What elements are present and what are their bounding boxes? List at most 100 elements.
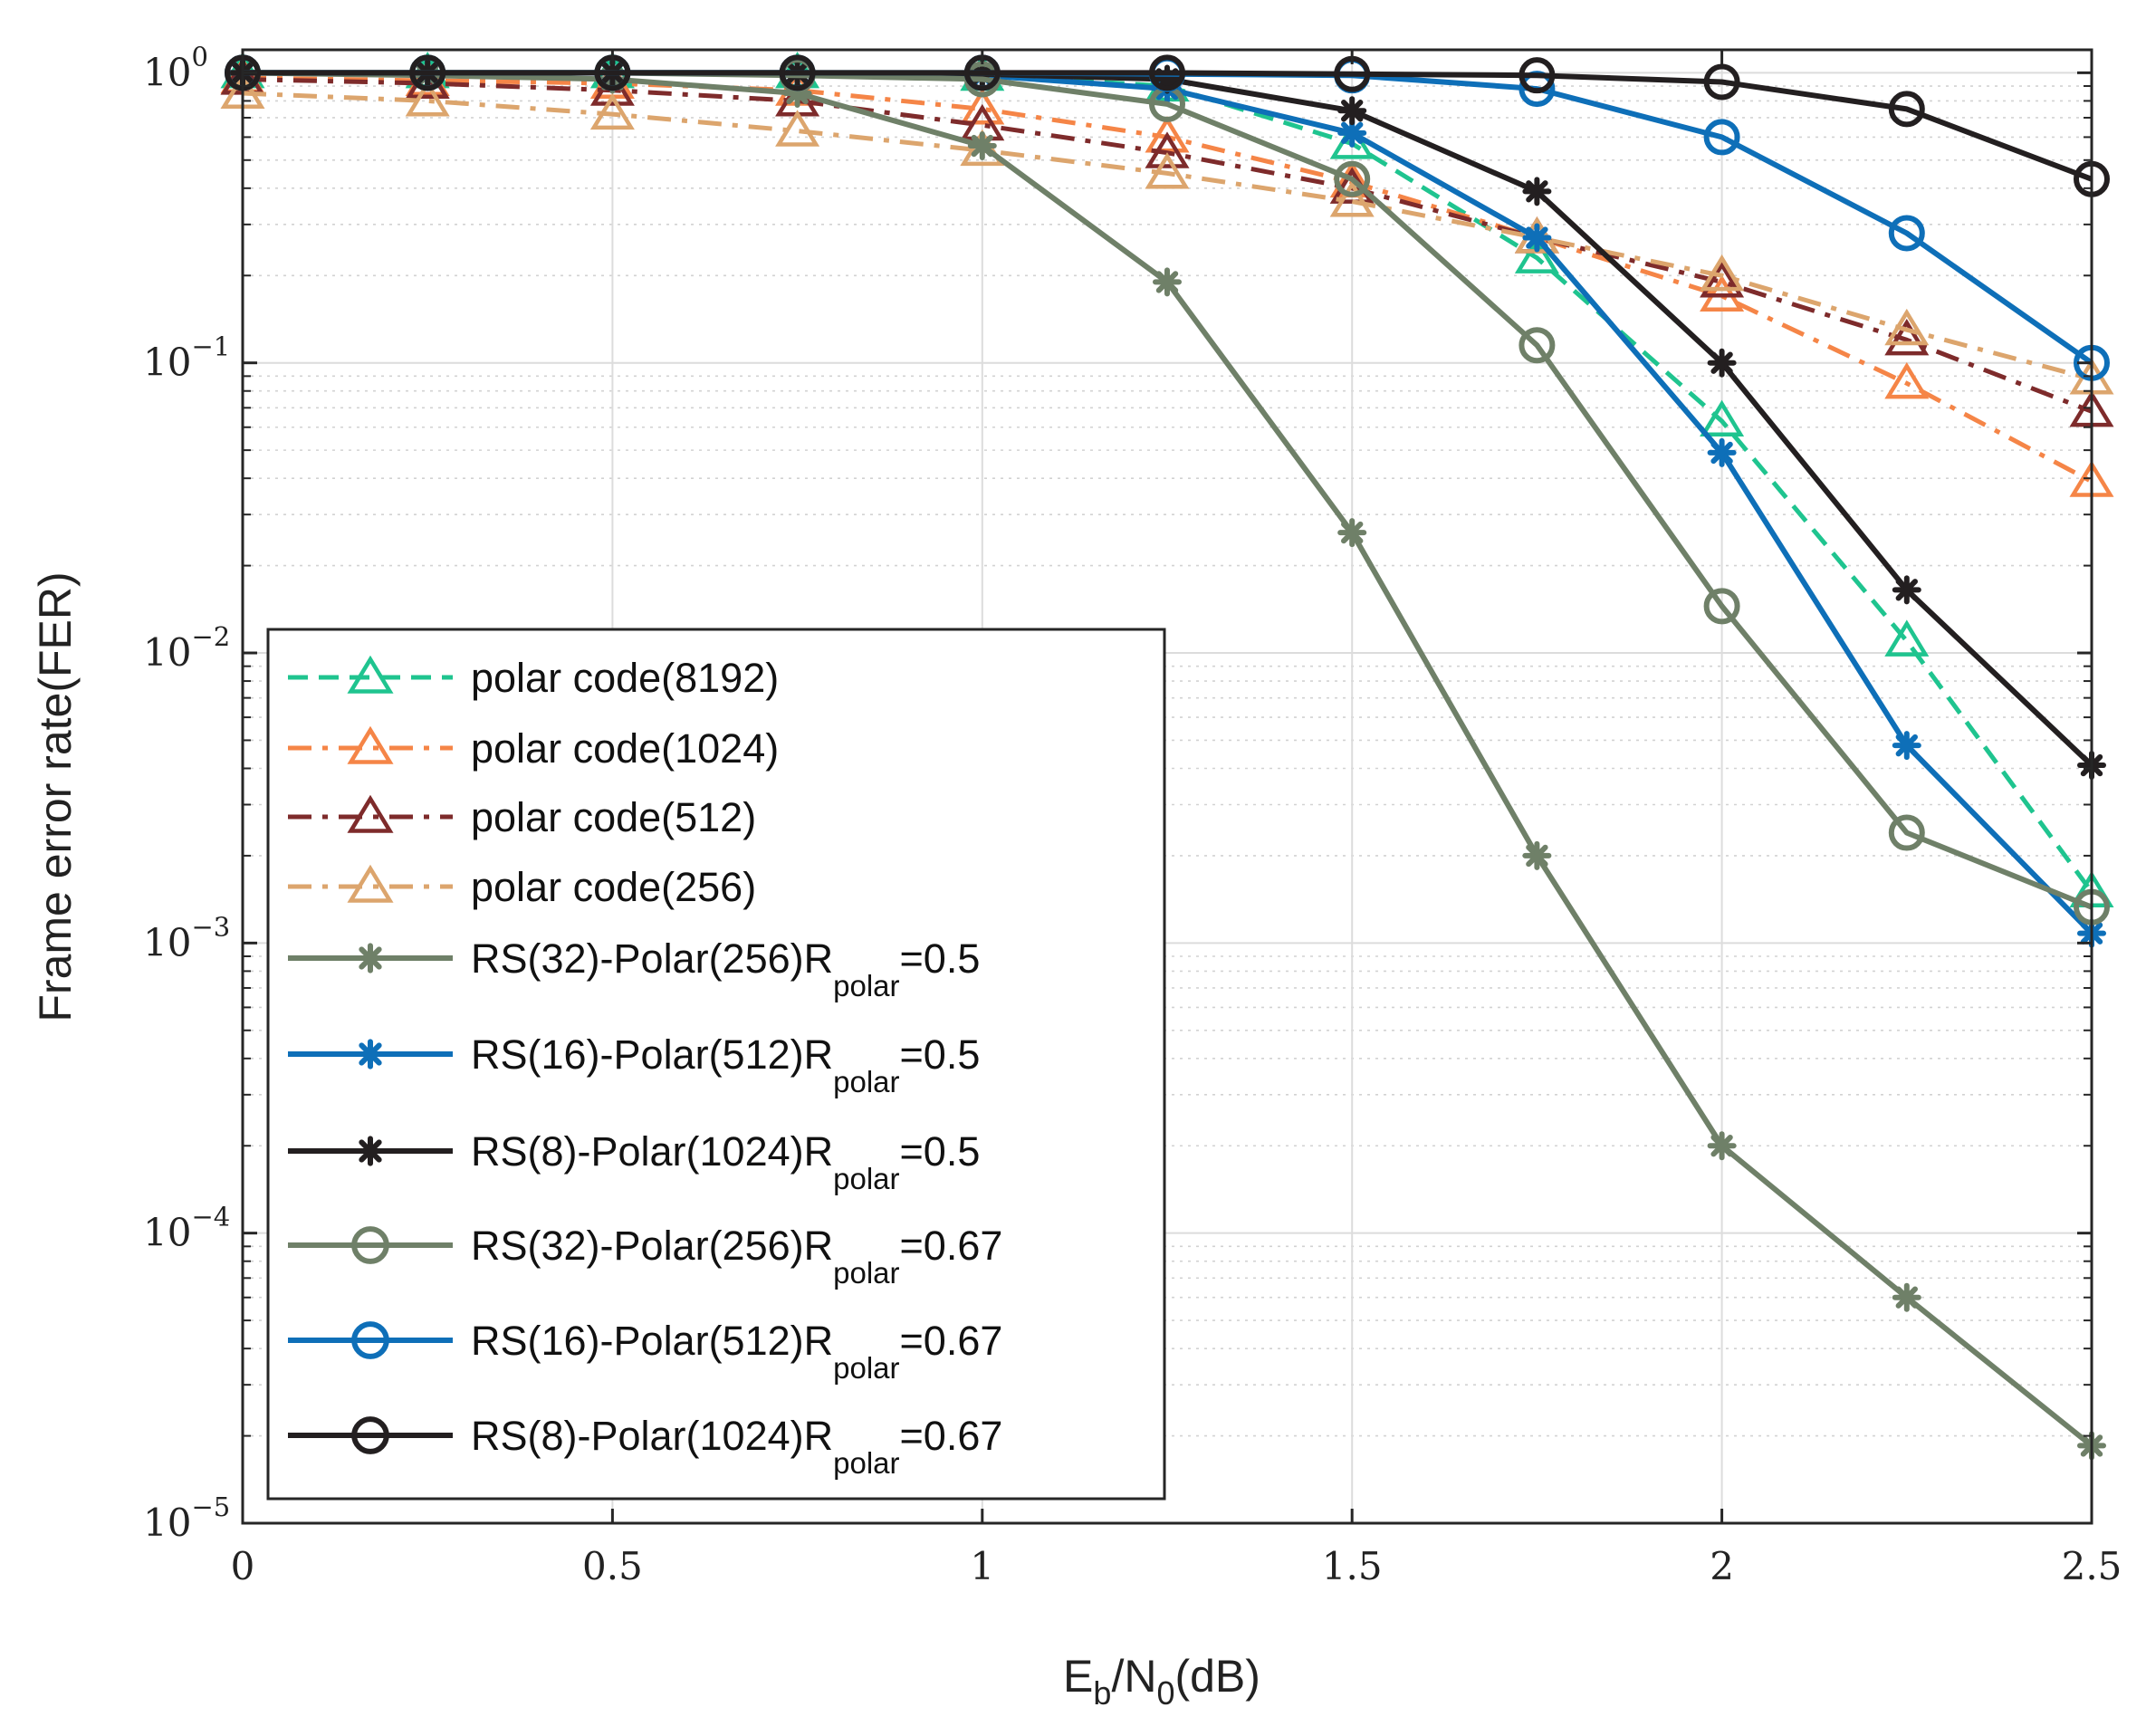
legend-marker <box>355 1039 386 1069</box>
data-point <box>1703 588 1740 625</box>
y-tick-label: 100 <box>143 41 208 94</box>
data-point <box>1522 840 1552 870</box>
legend-entry-4: polar code(256) <box>288 864 756 910</box>
data-point <box>1522 177 1552 206</box>
data-point <box>589 92 635 130</box>
legend-entry-5: RS(32)-Polar(256)Rpolar=0.5 <box>288 935 980 1002</box>
data-point <box>1884 308 1930 346</box>
data-point <box>1700 254 1745 292</box>
data-point <box>1518 327 1556 364</box>
x-tick-label: 2 <box>1710 1544 1734 1588</box>
legend-marker <box>355 1136 386 1166</box>
x-axis-title-mid: /N <box>1111 1651 1156 1702</box>
series-10 <box>225 54 2110 197</box>
data-point <box>1707 1131 1737 1161</box>
data-point <box>960 88 1005 125</box>
data-point <box>1888 215 1925 252</box>
legend-label: RS(32)-Polar(256)Rpolar=0.67 <box>471 1223 1002 1290</box>
legend-entry-1: polar code(8192) <box>288 655 779 701</box>
data-point <box>1707 437 1737 467</box>
data-point <box>1703 119 1740 156</box>
data-point <box>1888 814 1925 851</box>
data-point <box>1892 575 1921 605</box>
series-line-10 <box>243 70 2093 182</box>
legend-marker <box>351 1226 389 1264</box>
data-point <box>1145 131 1190 168</box>
x-tick-label: 1 <box>970 1544 994 1588</box>
series-line-4 <box>242 91 2093 381</box>
data-point <box>967 131 997 161</box>
data-point <box>1337 518 1367 548</box>
x-axis-title-tail: (dB) <box>1174 1651 1260 1702</box>
x-tick-label: 0 <box>231 1544 255 1588</box>
data-point <box>1522 223 1552 253</box>
x-tick-label: 0.5 <box>582 1544 643 1588</box>
data-point <box>1884 619 1930 657</box>
plot-frame <box>241 48 2093 1525</box>
data-point <box>779 54 816 91</box>
legend-entry-9: RS(16)-Polar(512)Rpolar=0.67 <box>288 1318 1002 1385</box>
data-point <box>1700 399 1745 437</box>
legend-marker <box>351 1416 389 1454</box>
data-point <box>1707 348 1737 378</box>
data-point <box>1518 57 1556 94</box>
y-tick-label: 10−5 <box>143 1491 230 1545</box>
legend-marker <box>347 794 394 833</box>
data-point <box>1892 1282 1921 1312</box>
y-tick-label: 10−3 <box>143 911 230 964</box>
y-axis-ticks: 100 10−1 10−2 10−3 10−4 10−5 <box>143 41 2092 1545</box>
legend-entry-6: RS(16)-Polar(512)Rpolar=0.5 <box>288 1031 980 1098</box>
legend-entry-2: polar code(1024) <box>288 725 779 772</box>
data-point <box>1149 54 1185 91</box>
data-point <box>1329 180 1375 217</box>
legend-entry-3: polar code(512) <box>288 794 756 840</box>
legend-marker <box>347 725 394 764</box>
data-point <box>1334 160 1371 197</box>
x-axis-title-sub2: 0 <box>1156 1674 1174 1712</box>
legend-label: polar code(512) <box>471 794 756 840</box>
legend-label: RS(16)-Polar(512)Rpolar=0.67 <box>471 1318 1002 1385</box>
legend-entry-7: RS(8)-Polar(1024)Rpolar=0.5 <box>288 1128 980 1195</box>
data-point <box>1703 63 1740 101</box>
legend-entry-8: RS(32)-Polar(256)Rpolar=0.67 <box>288 1223 1002 1290</box>
data-point <box>1884 361 1930 399</box>
legend-label: polar code(8192) <box>471 655 779 701</box>
y-axis-title: Frame error rate(FER) <box>30 571 81 1021</box>
y-tick-label: 10−1 <box>143 331 230 385</box>
legend-label: RS(32)-Polar(256)Rpolar=0.5 <box>471 935 980 1002</box>
data-point <box>1153 267 1182 297</box>
data-point <box>775 110 820 147</box>
legend-marker <box>351 1321 389 1359</box>
x-axis-title-main: E <box>1063 1651 1093 1702</box>
x-tick-label: 1.5 <box>1322 1544 1383 1588</box>
data-point <box>1700 261 1745 298</box>
x-axis-title: Eb/N0(dB) <box>1063 1651 1260 1712</box>
legend-marker <box>347 864 394 903</box>
legend-marker <box>355 943 386 974</box>
x-axis-title-sub1: b <box>1093 1674 1111 1712</box>
legend-label: RS(8)-Polar(1024)Rpolar=0.5 <box>471 1128 980 1195</box>
data-point <box>1145 152 1190 189</box>
data-point <box>1888 91 1925 128</box>
data-point <box>1892 731 1921 761</box>
data-point <box>409 54 446 91</box>
data-point <box>405 80 450 117</box>
data-point <box>1514 236 1559 273</box>
legend-label: polar code(1024) <box>471 725 779 772</box>
x-tick-label: 2.5 <box>2062 1544 2122 1588</box>
series-line-3 <box>242 77 2093 414</box>
legend: polar code(8192) polar code(1024) polar co… <box>266 628 1166 1501</box>
data-point <box>1884 318 1930 356</box>
series-layer <box>220 52 2114 1461</box>
y-tick-label: 10−2 <box>143 621 230 675</box>
legend-label: polar code(256) <box>471 864 756 910</box>
y-tick-label: 10−4 <box>143 1202 230 1255</box>
legend-entry-10: RS(8)-Polar(1024)Rpolar=0.67 <box>288 1413 1002 1480</box>
x-axis-ticks: 0 0.5 1 1.5 2 2.5 <box>231 50 2122 1588</box>
legend-label: RS(8)-Polar(1024)Rpolar=0.67 <box>471 1413 1002 1480</box>
data-point <box>1337 96 1367 126</box>
legend-label: RS(16)-Polar(512)Rpolar=0.5 <box>471 1031 980 1098</box>
legend-box <box>266 628 1166 1501</box>
legend-marker <box>347 655 394 694</box>
